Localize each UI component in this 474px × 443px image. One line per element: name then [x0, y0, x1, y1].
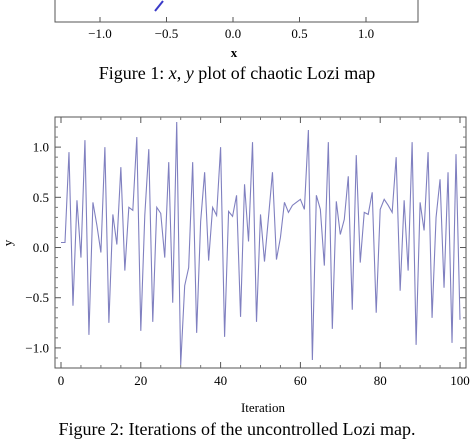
figure-1-caption: Figure 1: x, y plot of chaotic Lozi map	[0, 63, 474, 84]
x-tick-label: 40	[214, 373, 227, 388]
series-group	[61, 122, 461, 366]
y-axis-ticks: −1.0 −0.5 0.0 0.5 1.0	[25, 126, 466, 359]
y-tick-label: 0.0	[33, 240, 49, 255]
x-tick-label: 0	[58, 373, 65, 388]
x-axis-ticks: 0 20 40 60 80 100	[58, 117, 470, 388]
figure-1-caption-var-x: x	[168, 63, 177, 83]
figure-1-curve-fragment	[154, 0, 164, 12]
figure-1-frame	[54, 0, 419, 23]
figure-1-x-tick-label: 0.5	[291, 26, 307, 41]
x-axis-label: Iteration	[241, 400, 286, 415]
y-tick-label: 0.5	[33, 190, 49, 205]
figure-1-axes-frame	[54, 0, 419, 23]
figure-1-xlabel: x	[231, 45, 238, 60]
figure-1-caption-suffix: plot of chaotic Lozi map	[193, 63, 376, 83]
figure-1-x-tick-label: 1.0	[358, 26, 374, 41]
x-tick-label: 80	[374, 373, 387, 388]
figure-1-x-tick-label: 0.0	[225, 26, 241, 41]
figure-1-ticks: −1.0 −0.5 0.0 0.5 1.0	[88, 17, 374, 41]
figure-1-caption-prefix: Figure 1:	[98, 63, 169, 83]
x-tick-label: 60	[294, 373, 307, 388]
figure-1-caption-var-y: y	[185, 63, 194, 83]
lozi-iterations-chart: 0 20 40 60 80 100 −1.0 −0.5 0.0 0.5 1.0 Iteration…	[0, 116, 470, 415]
figure-1-caption-sep: ,	[176, 63, 186, 83]
figure-1-x-tick-label: −1.0	[88, 26, 112, 41]
figure-1-plot: −1.0 −0.5 0.0 0.5 1.0 x	[54, 0, 419, 60]
figure-2-caption: Figure 2: Iterations of the uncontrolled…	[58, 419, 416, 439]
y-tick-label: −0.5	[25, 290, 49, 305]
x-tick-label: 20	[134, 373, 147, 388]
series-line-0	[61, 122, 461, 366]
y-axis-label: y	[0, 239, 15, 246]
x-tick-label: 100	[450, 373, 470, 388]
figure-1-x-tick-label: −0.5	[155, 26, 179, 41]
y-tick-label: −1.0	[25, 340, 49, 355]
y-tick-label: 1.0	[33, 140, 49, 155]
